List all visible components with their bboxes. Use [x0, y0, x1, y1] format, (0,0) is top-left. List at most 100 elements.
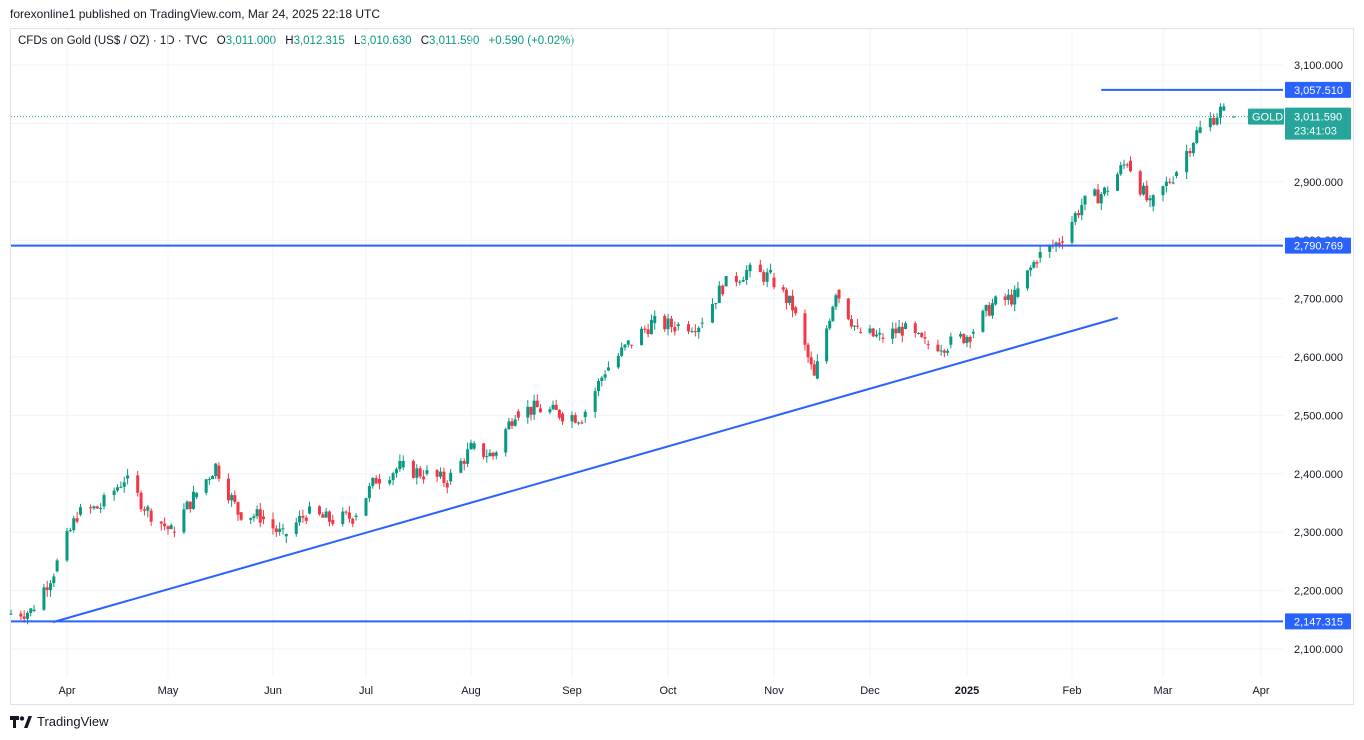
- x-tick-label: Sep: [562, 685, 582, 697]
- candle-body: [936, 344, 940, 352]
- open-value: 3,011.000: [225, 35, 277, 47]
- candle-body: [812, 364, 816, 376]
- candle-body: [159, 521, 163, 524]
- candle-body: [75, 518, 79, 522]
- candle-body: [25, 612, 29, 619]
- y-tick-label: 2,400.000: [1294, 469, 1343, 481]
- candle-body: [926, 344, 930, 346]
- candle-body: [284, 534, 288, 537]
- candle-body: [920, 332, 924, 338]
- symbol-name[interactable]: CFDs on Gold (US$ / OZ) · 1D · TVC: [18, 35, 208, 47]
- candle-body: [690, 331, 694, 333]
- x-tick-label: Nov: [764, 685, 784, 697]
- candle-body: [809, 357, 813, 365]
- candle-body: [1185, 151, 1189, 173]
- candle-body: [758, 264, 762, 273]
- candle-body: [217, 465, 221, 479]
- candle-body: [482, 443, 486, 457]
- candle-body: [894, 328, 898, 334]
- candle-body: [623, 344, 627, 348]
- chart-pane[interactable]: [10, 28, 1354, 705]
- candle-body: [874, 334, 878, 337]
- candle-body: [1218, 106, 1222, 118]
- candle-body: [442, 471, 446, 483]
- candle-body: [949, 336, 953, 345]
- last-price-label: 3,011.590: [1294, 112, 1342, 124]
- candle-body: [1006, 294, 1010, 300]
- candle-body: [169, 525, 173, 530]
- candle-body: [787, 295, 791, 303]
- candle-body: [68, 530, 72, 532]
- candle-body: [745, 270, 749, 280]
- candle-body: [781, 287, 785, 290]
- candle-body: [146, 506, 150, 511]
- candle-body: [846, 298, 850, 320]
- candle-body: [1171, 182, 1175, 184]
- candle-body: [139, 492, 143, 510]
- candle-body: [462, 460, 466, 464]
- candle-body: [22, 616, 26, 619]
- candle-body: [354, 515, 358, 518]
- candle-body: [72, 518, 76, 531]
- candle-body: [78, 507, 82, 515]
- candle-body: [1138, 171, 1142, 195]
- candle-body: [837, 289, 841, 299]
- candle-body: [214, 463, 218, 477]
- candle-body: [616, 355, 620, 368]
- candle-body: [570, 415, 574, 422]
- candle-body: [1035, 262, 1039, 264]
- candle-body: [551, 404, 555, 410]
- level-price-label: 2,147.315: [1294, 616, 1343, 628]
- candle-body: [828, 320, 832, 329]
- candle-body: [371, 477, 375, 486]
- candle-body: [573, 415, 577, 423]
- candle-body: [640, 328, 644, 346]
- candle-body: [233, 495, 237, 503]
- candle-body: [1060, 241, 1064, 243]
- candle-body: [1093, 189, 1097, 196]
- candle-body: [239, 512, 243, 520]
- candle-body: [1073, 213, 1077, 222]
- candle-body: [327, 511, 331, 522]
- candle-body: [418, 468, 422, 477]
- candle-body: [422, 476, 426, 480]
- candle-body: [1145, 185, 1149, 201]
- candle-body: [881, 337, 885, 339]
- candle-body: [261, 516, 265, 520]
- candle-body: [1048, 245, 1052, 252]
- candle-body: [1083, 195, 1087, 205]
- candle-body: [19, 613, 23, 617]
- candle-body: [959, 334, 963, 337]
- candle-body: [42, 587, 46, 610]
- x-tick-label: Mar: [1154, 685, 1173, 697]
- candle-body: [510, 421, 514, 426]
- y-tick-label: 2,300.000: [1294, 527, 1343, 539]
- candle-body: [849, 319, 853, 327]
- candle-body: [815, 361, 819, 379]
- candle-body: [646, 329, 650, 335]
- candle-body: [825, 328, 829, 362]
- candle-body: [1122, 164, 1126, 166]
- candle-body: [663, 315, 667, 330]
- candle-body: [191, 491, 195, 509]
- symbol-legend: CFDs on Gold (US$ / OZ) · 1D · TVC O3,01…: [18, 35, 574, 47]
- candle-body: [488, 452, 492, 457]
- candle-body: [469, 442, 473, 450]
- x-tick-label: Oct: [659, 685, 676, 697]
- candle-body: [1070, 221, 1074, 243]
- candle-body: [236, 502, 240, 515]
- candle-body: [765, 272, 769, 282]
- candle-body: [1003, 296, 1007, 300]
- candle-body: [172, 531, 176, 533]
- candle-body: [653, 315, 657, 324]
- candle-body: [249, 517, 253, 520]
- candle-body: [946, 350, 950, 353]
- candle-body: [1191, 143, 1195, 154]
- candle-body: [1212, 117, 1216, 125]
- candle-body: [347, 512, 351, 519]
- candle-body: [593, 391, 597, 412]
- candle-body: [1148, 198, 1152, 201]
- candle-body: [494, 452, 498, 456]
- change-value: +0.590 (+0.02%): [488, 35, 575, 47]
